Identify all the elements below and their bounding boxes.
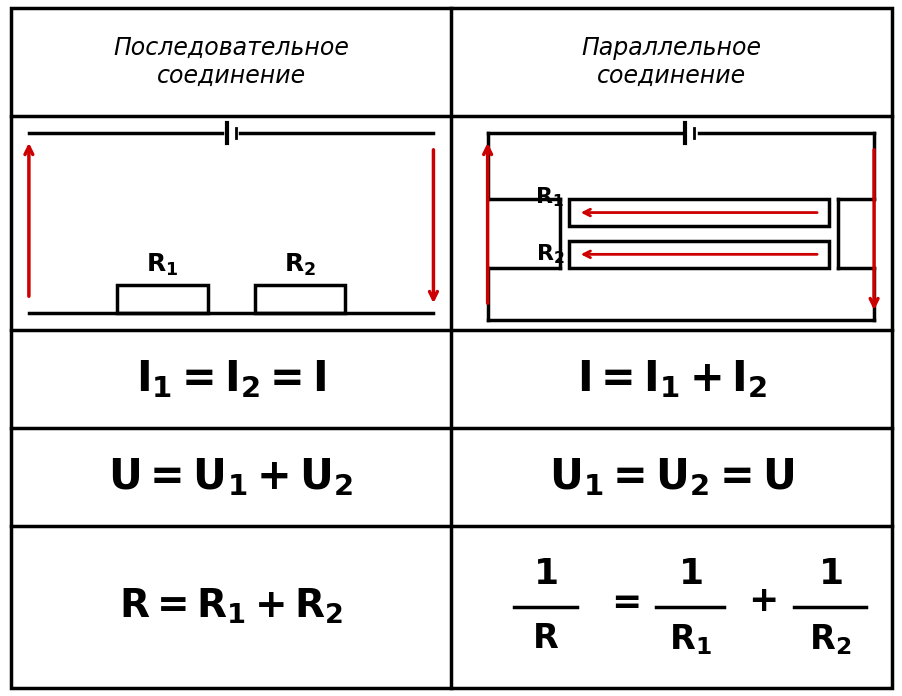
Text: $\mathbf{R_2}$: $\mathbf{R_2}$ (535, 242, 564, 266)
Text: $\mathbf{I_1 = I_2 = I}$: $\mathbf{I_1 = I_2 = I}$ (135, 358, 327, 400)
Text: $\mathbf{U = U_1 + U_2}$: $\mathbf{U = U_1 + U_2}$ (108, 456, 354, 498)
Text: $\mathbf{R = R_1 + R_2}$: $\mathbf{R = R_1 + R_2}$ (119, 587, 343, 626)
Text: Последовательное
соединение: Последовательное соединение (113, 36, 349, 88)
Text: $\mathbf{1}$: $\mathbf{1}$ (816, 557, 842, 591)
Text: Параллельное
соединение: Параллельное соединение (581, 36, 761, 88)
Text: $\mathbf{+}$: $\mathbf{+}$ (747, 584, 776, 618)
Bar (254, 285, 345, 313)
Text: $\mathbf{R_2}$: $\mathbf{R_2}$ (808, 622, 850, 657)
Text: $\mathbf{=}$: $\mathbf{=}$ (603, 584, 640, 618)
Bar (117, 285, 207, 313)
Text: $\mathbf{R_1}$: $\mathbf{R_1}$ (667, 622, 711, 657)
Text: $\mathbf{I = I_1 + I_2}$: $\mathbf{I = I_1 + I_2}$ (576, 358, 766, 400)
Text: $\mathbf{R_1}$: $\mathbf{R_1}$ (146, 252, 179, 278)
Text: $\mathbf{R_2}$: $\mathbf{R_2}$ (283, 252, 316, 278)
Text: $\mathbf{R}$: $\mathbf{R}$ (531, 622, 558, 656)
Text: $\mathbf{1}$: $\mathbf{1}$ (676, 557, 702, 591)
Bar (568, 241, 828, 267)
Text: $\mathbf{R_1}$: $\mathbf{R_1}$ (535, 186, 564, 209)
Text: $\mathbf{U_1 = U_2 = U}$: $\mathbf{U_1 = U_2 = U}$ (548, 456, 794, 498)
Bar (568, 199, 828, 226)
Text: $\mathbf{1}$: $\mathbf{1}$ (532, 557, 557, 591)
